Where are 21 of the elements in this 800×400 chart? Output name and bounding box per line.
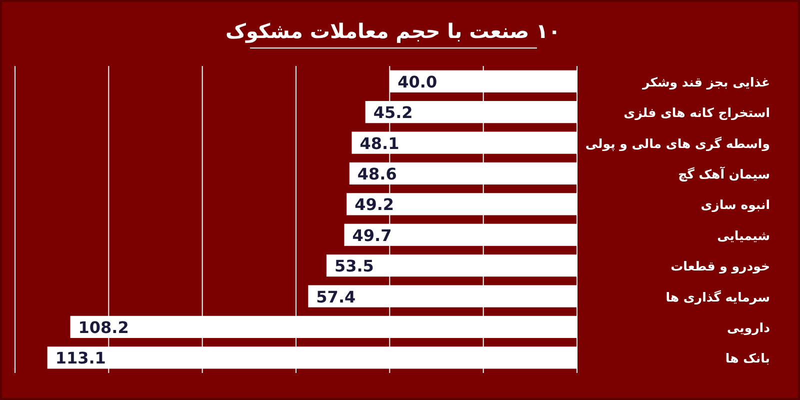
y-tick-label: دارویی	[726, 320, 770, 336]
data-label: 113.1	[55, 348, 106, 368]
data-label: 48.1	[360, 134, 400, 153]
data-label: 49.2	[354, 195, 394, 214]
data-label: 40.0	[398, 72, 438, 92]
y-tick-label: واسطه گری های مالی و پولی	[585, 136, 770, 152]
data-label: 108.2	[78, 318, 129, 337]
data-label: 57.4	[316, 287, 356, 306]
y-tick-label: بانک ها	[725, 350, 770, 366]
y-tick-label: انبوه سازی	[700, 197, 770, 214]
data-label: 48.6	[357, 164, 397, 184]
data-label: 53.5	[334, 256, 374, 276]
data-label: 49.7	[352, 226, 392, 245]
y-tick-label: غذایی بجز قند وشکر	[641, 74, 770, 90]
y-tick-label: شیمیایی	[717, 228, 770, 243]
y-tick-label: سیمان آهک گچ	[678, 166, 770, 182]
y-tick-label: خودرو و قطعات	[670, 258, 770, 275]
data-label: 45.2	[373, 103, 413, 122]
y-tick-label: سرمایه گذاری ها	[666, 289, 770, 306]
chart-title: ۱۰ صنعت با حجم معاملات مشکوک	[226, 19, 560, 43]
y-tick-label: استخراج کانه های فلزی	[624, 105, 770, 122]
